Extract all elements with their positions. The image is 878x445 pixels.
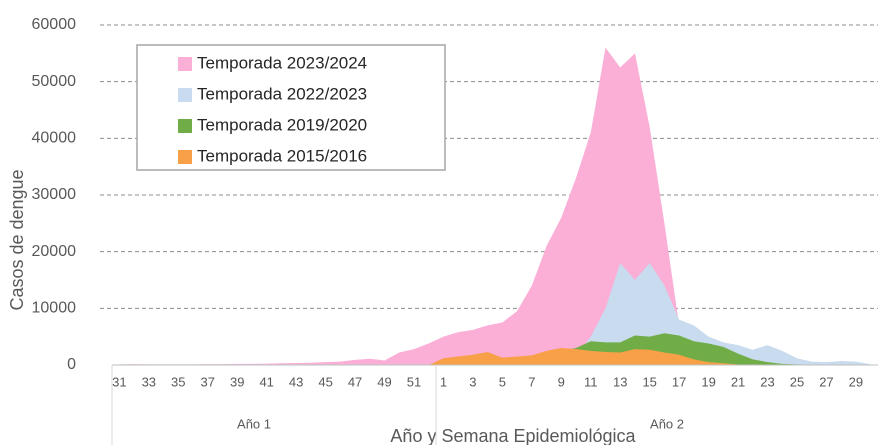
x-tick-label: 23 <box>760 374 774 389</box>
x-tick-label: 1 <box>440 374 447 389</box>
group-label: Año 2 <box>650 416 684 431</box>
x-tick-label: 25 <box>790 374 804 389</box>
area <box>428 348 739 365</box>
x-tick-label: 41 <box>259 374 273 389</box>
x-tick-label: 35 <box>171 374 185 389</box>
group-label: Año 1 <box>237 416 271 431</box>
x-tick-label: 17 <box>672 374 686 389</box>
x-tick-label: 45 <box>318 374 332 389</box>
y-tick-label: 60000 <box>32 16 77 33</box>
x-tick-label: 29 <box>849 374 863 389</box>
x-tick-label: 11 <box>584 374 598 389</box>
x-tick-label: 43 <box>289 374 303 389</box>
y-tick-label: 40000 <box>32 130 77 147</box>
legend: Temporada 2023/2024 Temporada 2022/2023 Te… <box>136 44 446 171</box>
y-tick-label: 20000 <box>32 243 77 260</box>
legend-swatch <box>178 150 192 164</box>
x-tick-label: 33 <box>142 374 156 389</box>
area <box>119 47 680 366</box>
x-tick-label: 15 <box>642 374 656 389</box>
y-tick-label: 0 <box>67 356 76 373</box>
legend-label: Temporada 2019/2020 <box>197 115 367 134</box>
legend-label: Temporada 2023/2024 <box>197 53 367 72</box>
legend-label: Temporada 2022/2023 <box>197 84 367 103</box>
x-tick-label: 37 <box>201 374 215 389</box>
x-tick-label: 47 <box>348 374 362 389</box>
x-tick-label: 49 <box>377 374 391 389</box>
x-tick-label: 21 <box>731 374 745 389</box>
x-tick-label: 13 <box>613 374 627 389</box>
x-tick-label: 39 <box>230 374 244 389</box>
y-tick-label: 50000 <box>32 73 77 90</box>
legend-swatch <box>178 57 192 71</box>
legend-swatch <box>178 119 192 133</box>
x-tick-label: 31 <box>112 374 126 389</box>
x-tick-label: 7 <box>528 374 535 389</box>
x-tick-label: 5 <box>499 374 506 389</box>
x-tick-label: 19 <box>701 374 715 389</box>
x-tick-label: 9 <box>558 374 565 389</box>
x-axis-title: Año y Semana Epidemiológica <box>390 426 636 445</box>
legend-label: Temporada 2015/2016 <box>197 146 367 165</box>
y-tick-label: 30000 <box>32 186 77 203</box>
y-axis-title: Casos de dengue <box>7 169 27 310</box>
legend-swatch <box>178 88 192 102</box>
y-tick-label: 10000 <box>32 300 77 317</box>
x-tick-label: 3 <box>469 374 476 389</box>
x-tick-label: 51 <box>407 374 421 389</box>
x-tick-label: 27 <box>819 374 833 389</box>
